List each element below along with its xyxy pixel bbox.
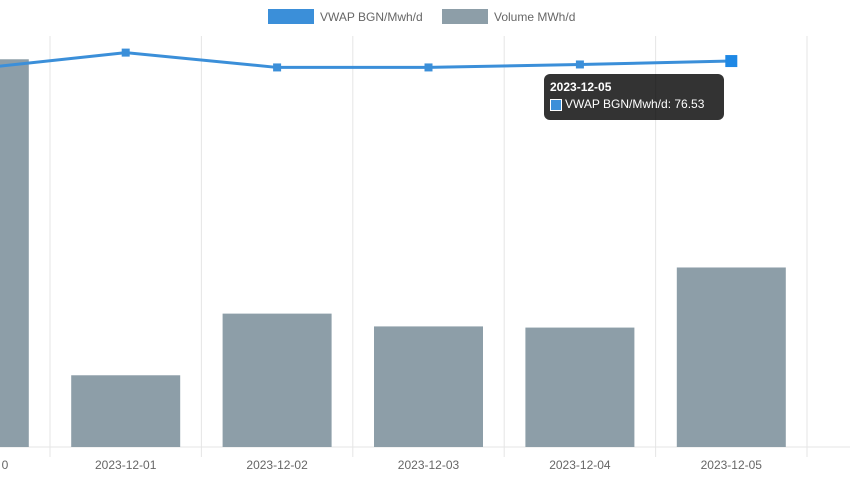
vwap-point[interactable] <box>575 60 584 69</box>
legend-swatch-volume[interactable] <box>442 9 488 24</box>
bar-layer <box>0 59 786 447</box>
legend-label-vwap[interactable]: VWAP BGN/Mwh/d <box>320 10 423 24</box>
vwap-point-highlighted[interactable] <box>725 55 738 68</box>
legend-swatch-vwap[interactable] <box>268 9 314 24</box>
tooltip-row: VWAP BGN/Mwh/d: 76.53 <box>550 96 718 113</box>
x-tick-label: 2023-12-05 <box>701 458 763 472</box>
vwap-point[interactable] <box>121 48 130 57</box>
x-tick-label: 0 <box>2 458 9 472</box>
x-tick-label: 2023-12-04 <box>549 458 611 472</box>
volume-bar[interactable] <box>676 267 786 447</box>
volume-bar[interactable] <box>374 326 483 447</box>
vwap-line <box>0 51 732 69</box>
data-tooltip: 2023-12-05 VWAP BGN/Mwh/d: 76.53 <box>544 74 724 120</box>
volume-bar[interactable] <box>0 59 29 447</box>
tooltip-title: 2023-12-05 <box>550 80 612 94</box>
volume-bar[interactable] <box>525 327 635 447</box>
line-layer <box>0 51 732 69</box>
x-axis-ticks: 0 2023-12-01 2023-12-02 2023-12-03 2023-12-0… <box>2 458 763 472</box>
legend[interactable]: VWAP BGN/Mwh/d Volume MWh/d <box>268 9 575 24</box>
x-tick-label: 2023-12-03 <box>398 458 460 472</box>
x-tick-label: 2023-12-01 <box>95 458 157 472</box>
x-tick-label: 2023-12-02 <box>246 458 308 472</box>
vwap-point[interactable] <box>273 63 282 72</box>
volume-bar[interactable] <box>71 375 181 447</box>
point-layer <box>121 48 738 72</box>
tooltip-swatch <box>550 98 562 111</box>
volume-bar[interactable] <box>222 313 332 447</box>
vwap-point[interactable] <box>424 63 433 72</box>
tooltip-label: VWAP BGN/Mwh/d: 76.53 <box>565 97 705 111</box>
legend-label-volume[interactable]: Volume MWh/d <box>494 10 575 24</box>
